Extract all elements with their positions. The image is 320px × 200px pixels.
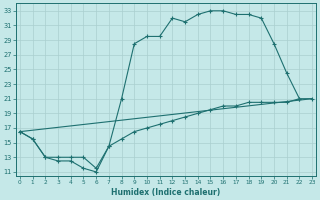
X-axis label: Humidex (Indice chaleur): Humidex (Indice chaleur) xyxy=(111,188,221,197)
